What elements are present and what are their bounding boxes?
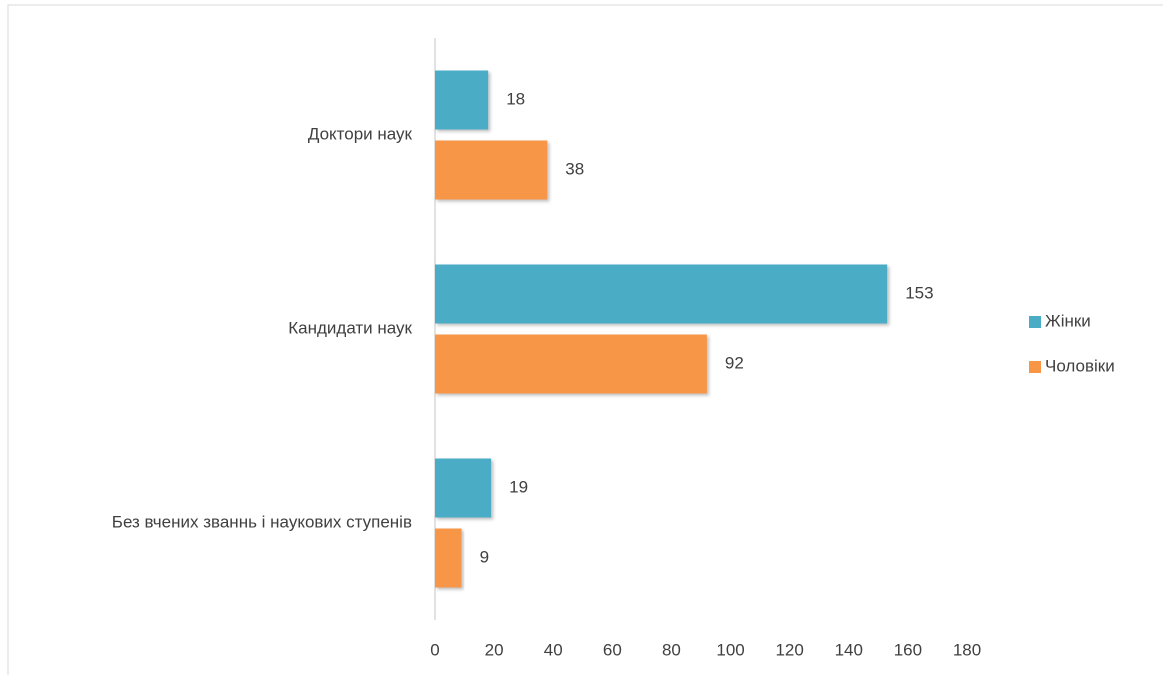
legend-swatch [1029,361,1041,373]
legend-label: Жінки [1045,311,1091,330]
x-tick-label: 140 [835,640,863,659]
bar [435,264,888,324]
x-tick-label: 80 [662,640,681,659]
value-label: 9 [480,547,489,566]
value-label: 153 [905,283,933,302]
value-label: 19 [509,477,528,496]
category-label: Доктори наук [308,124,413,143]
x-tick-label: 180 [953,640,981,659]
bar [435,458,492,518]
bar [435,334,707,394]
value-label: 38 [565,159,584,178]
bar [435,70,489,130]
x-tick-label: 0 [430,640,439,659]
bar [435,528,462,588]
value-label: 92 [725,353,744,372]
legend-label: Чоловіки [1045,356,1115,375]
x-tick-label: 160 [894,640,922,659]
category-label: Кандидати наук [288,318,412,337]
bar [435,140,548,200]
chart-frame [7,4,1163,680]
x-tick-label: 40 [544,640,563,659]
x-tick-label: 100 [716,640,744,659]
x-tick-label: 120 [775,640,803,659]
legend-swatch [1029,316,1041,328]
category-label: Без вчених званнь і наукових ступенів [112,512,412,531]
value-label: 18 [506,89,525,108]
x-tick-label: 60 [603,640,622,659]
x-tick-label: 20 [485,640,504,659]
